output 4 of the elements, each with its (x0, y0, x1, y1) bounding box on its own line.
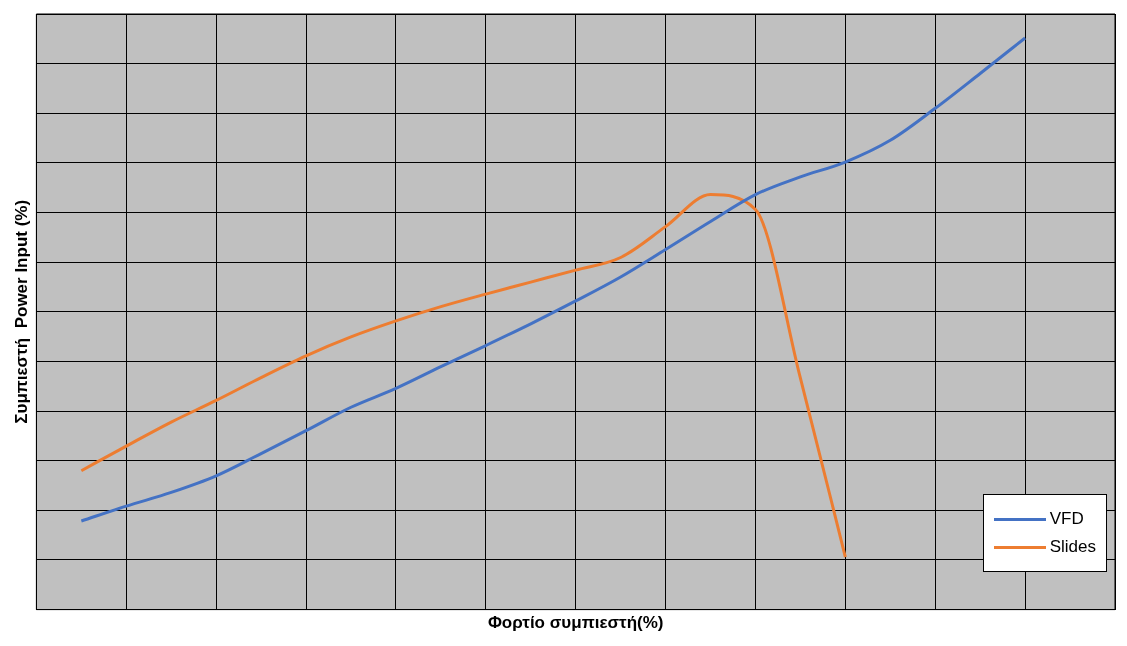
y-axis-title: Συμπιεστή Power Input (%) (11, 199, 31, 424)
legend-label: Slides (1049, 537, 1096, 557)
x-axis-title: Φορτίο συμπιεστή(%) (487, 613, 664, 633)
legend-label: VFD (1049, 509, 1084, 529)
